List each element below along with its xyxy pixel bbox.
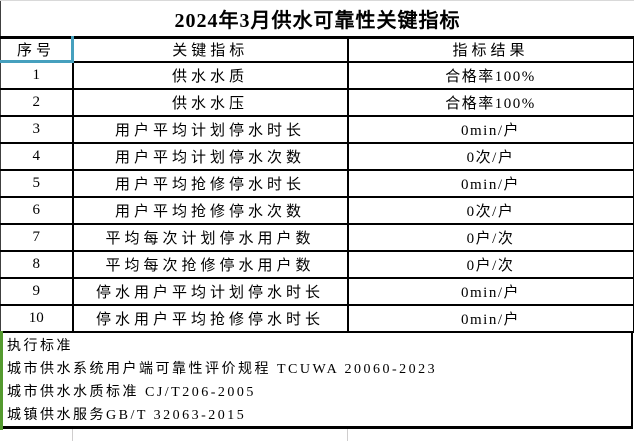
cell-no[interactable]: 2 [0, 88, 74, 117]
cell-no[interactable]: 6 [0, 196, 74, 225]
table-row: 8 平均每次抢修停水用户数 0户/次 [0, 250, 634, 279]
cell-result[interactable]: 0次/户 [346, 142, 634, 171]
cell-result[interactable]: 0min/户 [346, 169, 634, 198]
cell-indicator[interactable]: 停水用户平均抢修停水时长 [71, 304, 349, 333]
cell-indicator[interactable]: 用户平均抢修停水时长 [71, 169, 349, 198]
gridline-column-c [347, 429, 348, 441]
header-cell-result[interactable]: 指标结果 [346, 36, 634, 63]
cell-no[interactable]: 5 [0, 169, 74, 198]
cell-indicator[interactable]: 平均每次抢修停水用户数 [71, 250, 349, 279]
cell-indicator[interactable]: 平均每次计划停水用户数 [71, 223, 349, 252]
standards-note-line: 城镇供水服务GB/T 32063-2015 [7, 408, 247, 423]
table-row: 4 用户平均计划停水次数 0次/户 [0, 142, 634, 171]
table-row: 1 供水水质 合格率100% [0, 60, 634, 90]
header-row: 序号 关键指标 指标结果 [0, 36, 634, 63]
header-cell-no[interactable]: 序号 [0, 36, 74, 63]
standards-note-cell[interactable]: 执行标准 城市供水系统用户端可靠性评价规程 TCUWA 20060-2023 城… [0, 333, 633, 429]
left-edge-marker [0, 331, 3, 430]
cell-no[interactable]: 1 [0, 60, 74, 90]
table-row: 7 平均每次计划停水用户数 0户/次 [0, 223, 634, 252]
table-row: 6 用户平均抢修停水次数 0次/户 [0, 196, 634, 225]
cell-indicator[interactable]: 用户平均计划停水时长 [71, 115, 349, 144]
cell-result[interactable]: 0户/次 [346, 250, 634, 279]
cell-no[interactable]: 7 [0, 223, 74, 252]
cell-indicator[interactable]: 供水水压 [71, 88, 349, 117]
table-row: 10 停水用户平均抢修停水时长 0min/户 [0, 304, 634, 333]
cell-result[interactable]: 0min/户 [346, 115, 634, 144]
cell-indicator[interactable]: 用户平均计划停水次数 [71, 142, 349, 171]
cell-no[interactable]: 10 [0, 304, 74, 333]
cell-no[interactable]: 8 [0, 250, 74, 279]
standards-note-line: 城市供水系统用户端可靠性评价规程 TCUWA 20060-2023 [7, 362, 438, 377]
cell-no[interactable]: 3 [0, 115, 74, 144]
cell-result[interactable]: 0户/次 [346, 223, 634, 252]
header-cell-indicator[interactable]: 关键指标 [71, 36, 349, 63]
cell-indicator[interactable]: 供水水质 [71, 60, 349, 90]
standards-note-line: 执行标准 [7, 339, 73, 354]
cell-no[interactable]: 9 [0, 277, 74, 306]
standards-note-line: 城市供水水质标准 CJ/T206-2005 [7, 385, 256, 400]
table-row: 3 用户平均计划停水时长 0min/户 [0, 115, 634, 144]
cell-result[interactable]: 0min/户 [346, 277, 634, 306]
table-row: 5 用户平均抢修停水时长 0min/户 [0, 169, 634, 198]
cell-indicator[interactable]: 用户平均抢修停水次数 [71, 196, 349, 225]
cell-no[interactable]: 4 [0, 142, 74, 171]
page-title: 2024年3月供水可靠性关键指标 [174, 10, 461, 32]
title-cell[interactable]: 2024年3月供水可靠性关键指标 [0, 1, 634, 36]
cell-result[interactable]: 合格率100% [346, 88, 634, 117]
kpi-table: 序号 关键指标 指标结果 1 供水水质 合格率100% 2 供水水压 合格率10… [0, 36, 634, 333]
cell-result[interactable]: 合格率100% [346, 60, 634, 90]
table-row: 9 停水用户平均计划停水时长 0min/户 [0, 277, 634, 306]
cell-result[interactable]: 0min/户 [346, 304, 634, 333]
table-row: 2 供水水压 合格率100% [0, 88, 634, 117]
cell-result[interactable]: 0次/户 [346, 196, 634, 225]
gridline-column-b [72, 429, 73, 441]
cell-indicator[interactable]: 停水用户平均计划停水时长 [71, 277, 349, 306]
